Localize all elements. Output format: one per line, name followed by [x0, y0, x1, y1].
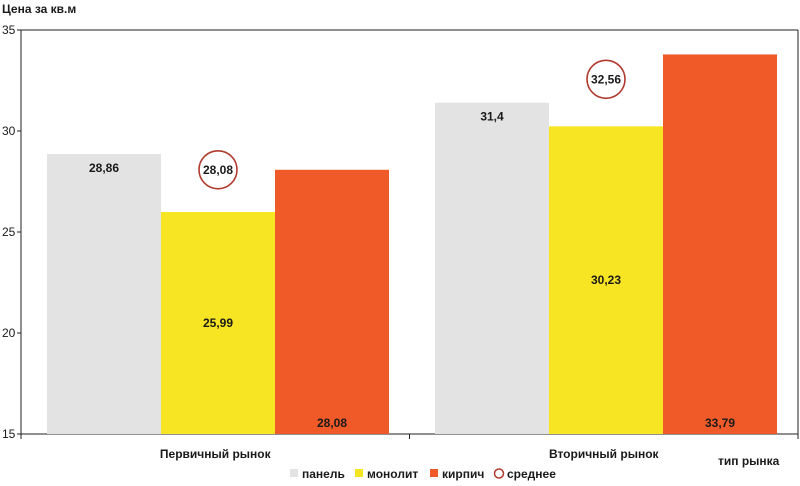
legend-average-swatch	[493, 468, 505, 479]
legend-monolit-label: монолит	[367, 467, 418, 481]
bar-монолит-1	[549, 126, 663, 434]
x-category-label: Первичный рынок	[160, 447, 272, 461]
legend-average-label: среднее	[507, 467, 556, 481]
data-label: 33,79	[705, 416, 735, 430]
average-label: 28,08	[203, 163, 233, 177]
bar-панель-1	[435, 102, 549, 434]
y-tick-label: 20	[2, 326, 16, 340]
x-axis-title: тип рынка	[718, 454, 780, 468]
bar-монолит-0	[161, 212, 275, 434]
data-label: 28,86	[89, 161, 119, 175]
bar-кирпич-1	[663, 54, 777, 434]
legend-monolit-swatch	[355, 469, 363, 477]
average-marker	[586, 59, 626, 100]
data-label: 31,4	[480, 110, 504, 124]
bars-layer	[47, 54, 777, 434]
y-axis-title: Цена за кв.м	[2, 2, 76, 16]
bar-кирпич-0	[275, 169, 389, 434]
bar-панель-0	[47, 154, 161, 434]
y-tick-label: 15	[2, 427, 16, 441]
legend-kirpich-label: кирпич	[442, 467, 484, 481]
average-label: 32,56	[591, 72, 621, 86]
y-tick-label: 30	[2, 124, 16, 138]
legend-panel-swatch	[290, 469, 298, 477]
data-label: 25,99	[203, 316, 233, 330]
labels-layer: 28,86 25,99 28,08 28,08 31,4 30,23 33,79 32,56	[89, 59, 735, 430]
legend-panel-label: панель	[302, 467, 345, 481]
legend: панель монолит кирпич среднее	[290, 467, 556, 481]
y-tick-label: 25	[2, 225, 16, 239]
data-label: 30,23	[591, 273, 621, 287]
y-tick-label: 35	[2, 23, 16, 37]
axes-layer: 15 20 25 30 35 Цена за кв.м Первичный рынок Вто…	[2, 2, 799, 468]
legend-kirpich-swatch	[430, 469, 438, 477]
average-marker	[198, 149, 238, 190]
data-label: 28,08	[317, 416, 347, 430]
x-category-label: Вторичный рынок	[549, 447, 660, 461]
